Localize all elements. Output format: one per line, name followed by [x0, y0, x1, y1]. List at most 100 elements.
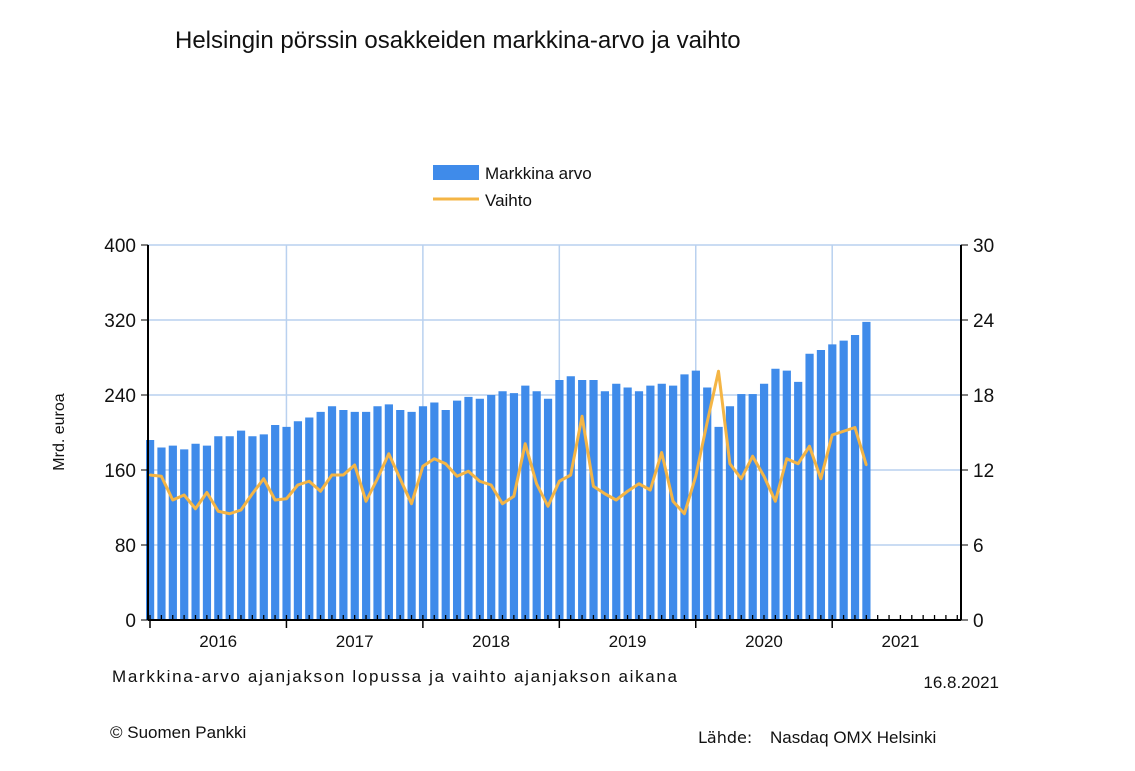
bar — [748, 394, 757, 620]
line-point — [444, 462, 447, 465]
line-series — [148, 369, 868, 516]
line-point — [614, 498, 618, 502]
bar — [430, 402, 439, 620]
bar — [498, 391, 507, 620]
legend-label-bar: Markkina arvo — [485, 164, 592, 183]
line-point — [569, 473, 572, 477]
y-tick-label: 80 — [115, 536, 136, 557]
bar — [452, 400, 462, 620]
bar — [225, 436, 234, 620]
bar — [816, 350, 826, 620]
bar — [771, 368, 780, 620]
line-point — [364, 500, 368, 503]
bar — [168, 445, 177, 620]
bar — [759, 383, 769, 620]
line-point — [467, 470, 470, 473]
y-tick-label: 160 — [104, 461, 136, 482]
bar — [521, 385, 530, 620]
bar — [839, 340, 848, 620]
line-point — [694, 475, 697, 478]
line-point — [342, 473, 345, 477]
line-point — [774, 500, 777, 503]
line-point — [398, 477, 402, 480]
bar — [725, 406, 735, 620]
line-point — [330, 473, 334, 477]
bar — [293, 421, 303, 620]
y2-tick-label: 12 — [973, 461, 994, 482]
bar — [634, 391, 644, 620]
line-point — [262, 477, 265, 480]
bar — [805, 353, 814, 620]
line-point — [251, 492, 254, 495]
bar — [600, 391, 609, 620]
line-point — [603, 492, 606, 495]
y-axis-label: Mrd. euroa — [51, 393, 68, 470]
axes — [141, 244, 968, 628]
bar — [362, 411, 371, 620]
bar — [828, 344, 837, 620]
bar — [157, 447, 166, 620]
bar — [691, 370, 700, 620]
line-point — [433, 457, 436, 460]
y2-tick-label: 18 — [973, 386, 994, 407]
line-point — [660, 451, 663, 454]
x-tick-label: 2016 — [199, 632, 237, 651]
bar — [532, 391, 541, 620]
line-point — [160, 475, 163, 478]
bar — [850, 335, 860, 620]
bar — [543, 398, 553, 620]
line-point — [296, 483, 300, 487]
bar — [282, 426, 291, 620]
bar — [737, 394, 746, 620]
line-point — [728, 462, 732, 465]
line-point — [501, 502, 504, 505]
bar — [214, 436, 223, 620]
x-tick-label: 2017 — [336, 632, 374, 651]
line-point — [205, 491, 209, 494]
line-point — [853, 426, 857, 429]
copyright: © Suomen Pankki — [110, 723, 246, 742]
bar-series — [146, 321, 871, 620]
bar — [487, 395, 496, 620]
bar — [407, 411, 416, 620]
line-point — [819, 477, 823, 480]
legend-swatch-bar — [433, 165, 479, 180]
bar — [384, 404, 393, 620]
footer-date: 16.8.2021 — [923, 673, 999, 692]
y-tick-label: 0 — [125, 611, 136, 632]
line-point — [512, 495, 516, 498]
line-point — [410, 502, 413, 505]
line-point — [307, 480, 311, 483]
line-point — [148, 473, 152, 477]
line-point — [785, 457, 788, 460]
line-point — [626, 490, 629, 493]
bar — [441, 410, 450, 620]
x-tick-label: 2019 — [609, 632, 647, 651]
line-point — [683, 512, 686, 515]
bar — [623, 387, 632, 620]
source-label: Lähde: — [698, 728, 752, 747]
y2-tick-label: 30 — [973, 236, 994, 257]
legend-label-line: Vaihto — [485, 191, 532, 210]
vaihto-line — [149, 369, 868, 516]
line-point — [285, 497, 288, 500]
line-point — [171, 498, 174, 502]
bar — [350, 411, 359, 620]
line-point — [273, 498, 277, 502]
line-point — [524, 442, 527, 445]
bar — [146, 440, 155, 620]
chart-title: Helsingin pörssin osakkeiden markkina-ar… — [175, 27, 741, 54]
y2-tick-label: 0 — [973, 611, 984, 632]
line-point — [535, 482, 538, 485]
line-point — [489, 483, 493, 487]
line-point — [649, 488, 652, 492]
bar — [703, 387, 712, 620]
bar — [509, 393, 519, 620]
y-tick-label: 320 — [104, 311, 136, 332]
bar — [339, 410, 348, 620]
line-point — [182, 493, 186, 497]
bar — [202, 445, 212, 620]
bar — [191, 443, 200, 620]
bar — [248, 436, 257, 620]
